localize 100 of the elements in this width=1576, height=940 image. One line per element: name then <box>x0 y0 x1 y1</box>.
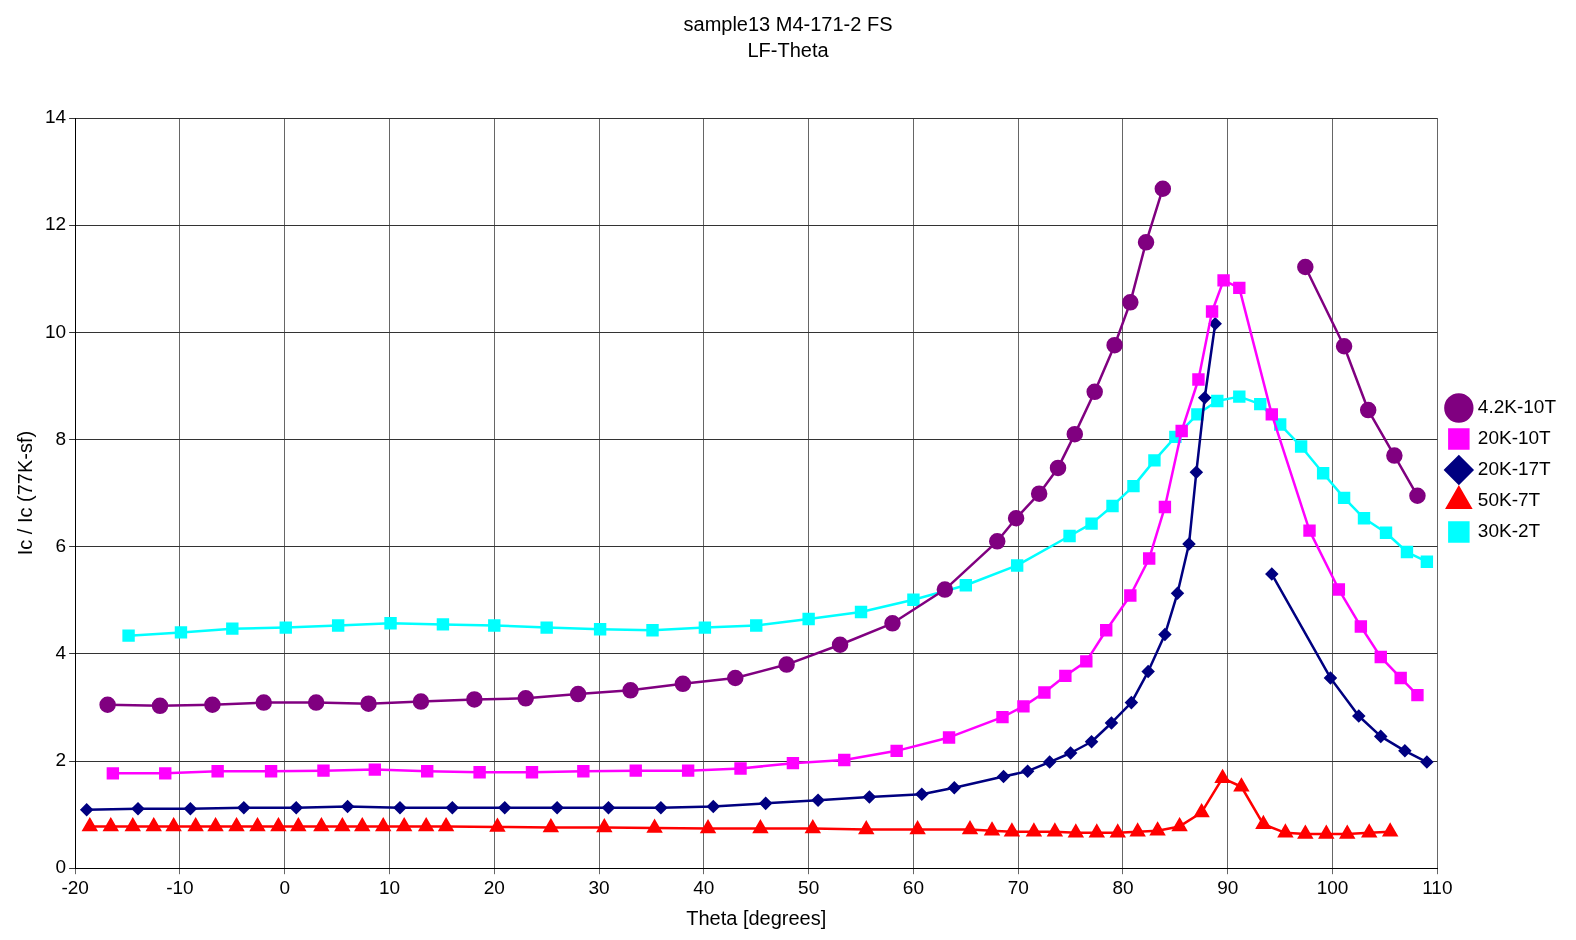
x-tick-label: 90 <box>1217 876 1239 898</box>
point <box>80 803 93 817</box>
point <box>1352 709 1366 723</box>
y-tick-label: 4 <box>55 642 67 664</box>
point <box>811 793 825 807</box>
point <box>1205 305 1219 318</box>
point <box>1217 274 1230 287</box>
point <box>159 767 172 780</box>
point <box>226 622 239 635</box>
point <box>884 615 901 632</box>
point <box>778 656 795 673</box>
point <box>1154 180 1172 197</box>
point <box>335 818 350 832</box>
point <box>727 669 744 687</box>
point <box>1411 688 1424 702</box>
point <box>438 818 454 832</box>
point <box>331 619 345 632</box>
point <box>473 766 486 779</box>
point <box>466 691 483 708</box>
point <box>1150 822 1165 836</box>
point <box>1158 628 1172 641</box>
point <box>271 818 286 832</box>
point <box>550 801 564 814</box>
point <box>646 624 659 637</box>
point <box>418 818 434 832</box>
point <box>681 764 695 777</box>
point <box>989 533 1006 550</box>
point <box>1021 764 1034 778</box>
legend-label: 20K-17T <box>1477 458 1552 480</box>
x-tick-label: 30 <box>588 876 610 898</box>
point <box>622 682 639 699</box>
point <box>99 696 116 714</box>
point <box>540 621 553 634</box>
point <box>208 818 223 832</box>
point <box>1420 555 1434 568</box>
point <box>997 770 1010 783</box>
point <box>525 766 539 779</box>
point <box>289 801 303 814</box>
point <box>831 636 849 653</box>
point <box>1064 746 1077 760</box>
x-tick-label: 110 <box>1422 876 1453 898</box>
point <box>1110 824 1126 838</box>
point <box>1192 373 1205 386</box>
point <box>942 731 956 744</box>
x-tick-label: 40 <box>693 876 715 898</box>
point <box>1026 823 1042 837</box>
x-tick-label: 0 <box>279 876 290 898</box>
point <box>1297 258 1314 276</box>
point <box>1398 744 1412 758</box>
point <box>700 820 716 834</box>
point <box>341 800 354 813</box>
y-tick-label: 8 <box>55 427 67 449</box>
point <box>1208 317 1222 331</box>
point <box>1211 394 1224 408</box>
point <box>490 818 505 832</box>
point <box>1106 336 1123 354</box>
point <box>1085 735 1098 748</box>
point <box>1043 755 1056 769</box>
point <box>915 788 929 801</box>
point <box>307 694 325 711</box>
point <box>596 819 612 833</box>
point <box>838 753 851 767</box>
point <box>805 820 821 834</box>
point <box>1125 696 1138 709</box>
point <box>166 818 181 832</box>
point <box>1059 669 1072 683</box>
point <box>354 818 370 832</box>
point <box>1191 408 1204 421</box>
point <box>1265 567 1279 581</box>
point <box>759 797 772 810</box>
point <box>962 821 978 835</box>
point <box>936 581 954 598</box>
chart-subtitle: LF-Theta <box>747 38 830 61</box>
point <box>1278 824 1293 838</box>
point <box>1303 524 1316 537</box>
point <box>255 694 272 711</box>
x-tick-label: 10 <box>378 876 401 898</box>
point <box>1233 281 1246 295</box>
point <box>184 802 197 815</box>
point <box>82 818 98 832</box>
point <box>1127 479 1140 493</box>
point <box>436 618 450 631</box>
point <box>707 800 720 813</box>
point <box>314 818 329 832</box>
point <box>1142 552 1156 565</box>
point <box>996 710 1009 724</box>
point <box>1089 824 1105 838</box>
point <box>1339 825 1355 839</box>
point <box>1374 650 1387 664</box>
point <box>984 822 1000 836</box>
point <box>125 818 141 832</box>
chart-title: sample13 M4-171-2 FS <box>683 12 893 35</box>
point <box>1068 824 1084 838</box>
point <box>103 818 119 832</box>
point <box>948 781 961 795</box>
point <box>753 820 768 834</box>
point <box>1124 589 1137 602</box>
point <box>368 763 382 776</box>
point <box>1085 517 1098 530</box>
point <box>1234 778 1249 792</box>
